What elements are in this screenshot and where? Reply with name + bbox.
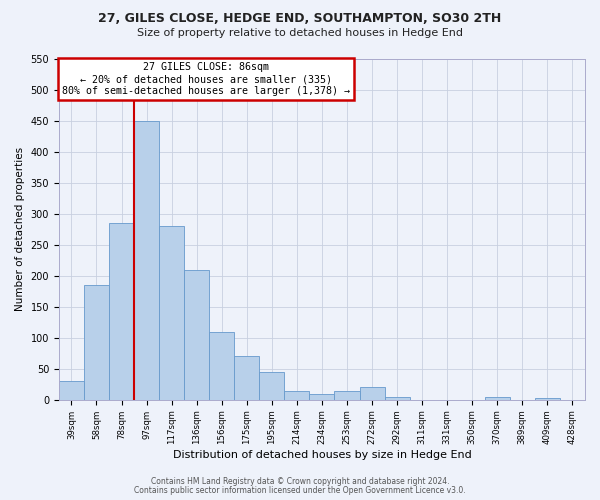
Bar: [310, 394, 334, 400]
Bar: [284, 390, 310, 400]
Text: Size of property relative to detached houses in Hedge End: Size of property relative to detached ho…: [137, 28, 463, 38]
Bar: [184, 270, 209, 400]
Bar: [84, 285, 109, 400]
Bar: [109, 223, 134, 400]
Bar: [234, 356, 259, 400]
Text: Contains HM Land Registry data © Crown copyright and database right 2024.: Contains HM Land Registry data © Crown c…: [151, 477, 449, 486]
Bar: [359, 388, 385, 400]
Bar: [134, 121, 159, 400]
Y-axis label: Number of detached properties: Number of detached properties: [15, 148, 25, 312]
Bar: [485, 396, 510, 400]
Bar: [334, 390, 359, 400]
X-axis label: Distribution of detached houses by size in Hedge End: Distribution of detached houses by size …: [173, 450, 472, 460]
Bar: [59, 382, 84, 400]
Text: 27 GILES CLOSE: 86sqm
← 20% of detached houses are smaller (335)
80% of semi-det: 27 GILES CLOSE: 86sqm ← 20% of detached …: [62, 62, 350, 96]
Bar: [535, 398, 560, 400]
Bar: [259, 372, 284, 400]
Bar: [159, 226, 184, 400]
Bar: [385, 396, 410, 400]
Bar: [209, 332, 234, 400]
Text: Contains public sector information licensed under the Open Government Licence v3: Contains public sector information licen…: [134, 486, 466, 495]
Text: 27, GILES CLOSE, HEDGE END, SOUTHAMPTON, SO30 2TH: 27, GILES CLOSE, HEDGE END, SOUTHAMPTON,…: [98, 12, 502, 26]
